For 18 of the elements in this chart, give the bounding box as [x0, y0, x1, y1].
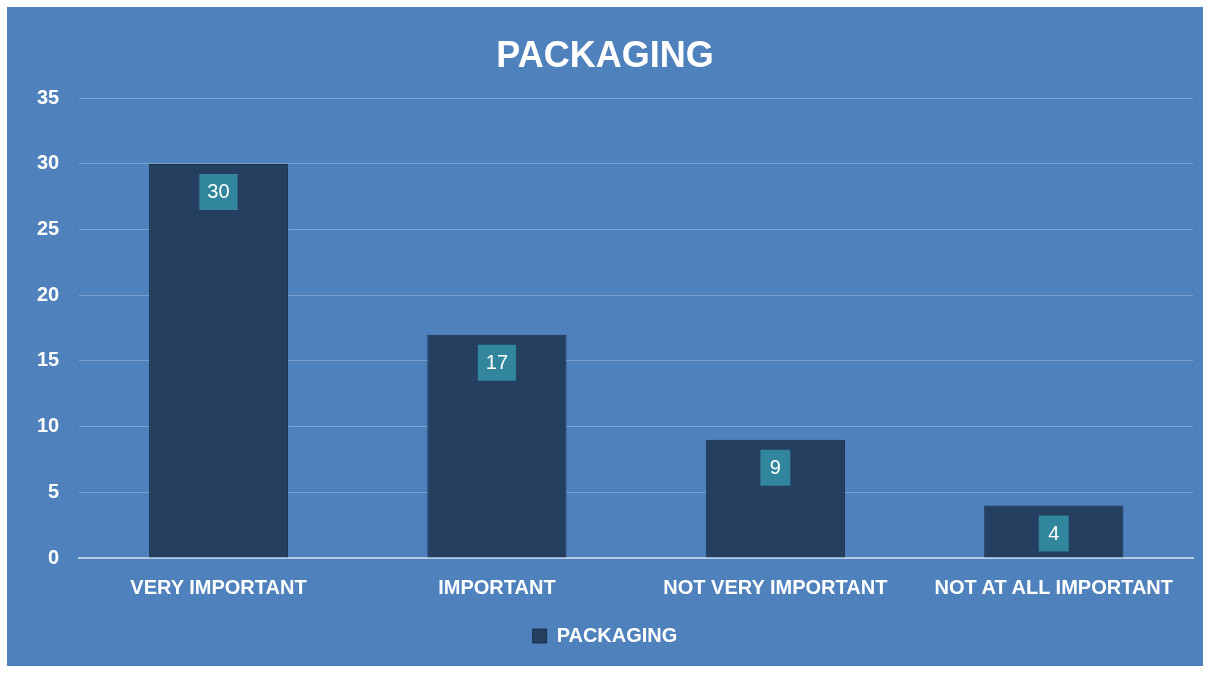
x-tick-label: NOT VERY IMPORTANT: [663, 575, 888, 598]
x-tick-label: VERY IMPORTANT: [130, 575, 307, 598]
y-tick-label: 35: [37, 85, 60, 108]
data-label: 30: [207, 180, 230, 203]
y-tick-label: 30: [37, 151, 60, 174]
data-label: 17: [485, 351, 509, 374]
x-tick-label: NOT AT ALL IMPORTANT: [934, 575, 1174, 598]
y-tick-label: 10: [37, 414, 60, 437]
legend-label: PACKAGING: [556, 623, 678, 646]
y-tick-label: 15: [37, 348, 60, 371]
data-label: 4: [1048, 521, 1060, 544]
x-tick-label: IMPORTANT: [438, 575, 556, 598]
y-tick-label: 0: [48, 545, 60, 568]
y-tick-label: 20: [37, 282, 60, 305]
y-tick-label: 5: [48, 479, 60, 502]
chart-title: PACKAGING: [496, 33, 714, 75]
y-tick-label: 25: [37, 217, 60, 240]
data-label: 9: [769, 456, 781, 479]
